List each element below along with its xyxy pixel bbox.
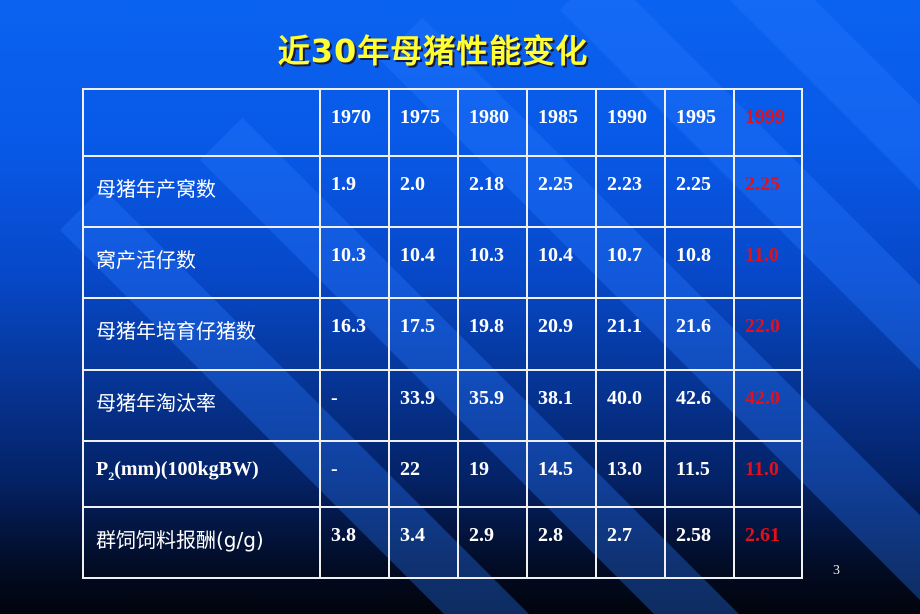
- table-cell: 38.1: [526, 369, 597, 442]
- table-row: 窝产活仔数 10.3 10.4 10.3 10.4 10.7 10.8 11.0: [82, 226, 803, 299]
- table-cell: 2.9: [457, 506, 528, 579]
- table-cell: 42.6: [664, 369, 735, 442]
- table-cell-highlight: 42.0: [733, 369, 803, 442]
- table-cell: 16.3: [319, 297, 390, 371]
- table-cell: 20.9: [526, 297, 597, 371]
- table-cell: 19.8: [457, 297, 528, 371]
- table-cell: 3.8: [319, 506, 390, 579]
- table-cell: -: [319, 369, 390, 442]
- table-cell: 2.8: [526, 506, 597, 579]
- table-row: 群饲饲料报酬(g/g) 3.8 3.4 2.9 2.8 2.7 2.58 2.6…: [82, 506, 803, 579]
- table-cell: 2.18: [457, 155, 528, 228]
- table-cell: 14.5: [526, 440, 597, 508]
- table-header-row: 1970 1975 1980 1985 1990 1995 1999: [82, 88, 803, 157]
- table-cell: -: [319, 440, 390, 508]
- table-cell: 10.3: [319, 226, 390, 299]
- header-cell-year: 1995: [664, 88, 735, 157]
- table-cell-highlight: 22.0: [733, 297, 803, 371]
- table-cell: 17.5: [388, 297, 459, 371]
- table-cell-highlight: 11.0: [733, 440, 803, 508]
- sow-performance-table: 1970 1975 1980 1985 1990 1995 1999 母猪年产窝…: [82, 88, 803, 579]
- table-cell-highlight: 2.25: [733, 155, 803, 228]
- table-cell: 10.7: [595, 226, 666, 299]
- header-cell-year-highlight: 1999: [733, 88, 803, 157]
- row-label: 母猪年培育仔猪数: [82, 297, 321, 371]
- table-cell: 21.1: [595, 297, 666, 371]
- table-cell: 33.9: [388, 369, 459, 442]
- row-label: 母猪年产窝数: [82, 155, 321, 228]
- row-label: P2(mm)(100kgBW): [82, 440, 321, 508]
- table-cell: 10.4: [526, 226, 597, 299]
- table-cell: 35.9: [457, 369, 528, 442]
- table-cell: 22: [388, 440, 459, 508]
- table-cell: 2.25: [664, 155, 735, 228]
- table-cell: 21.6: [664, 297, 735, 371]
- header-cell-year: 1970: [319, 88, 390, 157]
- table-cell: 19: [457, 440, 528, 508]
- header-cell-year: 1980: [457, 88, 528, 157]
- table-cell-highlight: 2.61: [733, 506, 803, 579]
- table-row: P2(mm)(100kgBW) - 22 19 14.5 13.0 11.5 1…: [82, 440, 803, 508]
- header-cell-year: 1990: [595, 88, 666, 157]
- table-cell: 3.4: [388, 506, 459, 579]
- table-cell: 10.3: [457, 226, 528, 299]
- table-row: 母猪年淘汰率 - 33.9 35.9 38.1 40.0 42.6 42.0: [82, 369, 803, 442]
- page-number: 3: [833, 563, 840, 578]
- table-cell: 2.25: [526, 155, 597, 228]
- table-row: 母猪年培育仔猪数 16.3 17.5 19.8 20.9 21.1 21.6 2…: [82, 297, 803, 371]
- table-cell: 2.58: [664, 506, 735, 579]
- table-cell: 2.7: [595, 506, 666, 579]
- table-cell: 10.8: [664, 226, 735, 299]
- header-cell-year: 1975: [388, 88, 459, 157]
- table-cell: 2.0: [388, 155, 459, 228]
- table-cell: 2.23: [595, 155, 666, 228]
- table-cell: 13.0: [595, 440, 666, 508]
- header-cell-empty: [82, 88, 321, 157]
- table-cell-highlight: 11.0: [733, 226, 803, 299]
- table-cell: 11.5: [664, 440, 735, 508]
- row-label: 群饲饲料报酬(g/g): [82, 506, 321, 579]
- slide-title: 近30年母猪性能变化: [277, 32, 589, 70]
- table-row: 母猪年产窝数 1.9 2.0 2.18 2.25 2.23 2.25 2.25: [82, 155, 803, 228]
- row-label: 窝产活仔数: [82, 226, 321, 299]
- header-cell-year: 1985: [526, 88, 597, 157]
- table-cell: 10.4: [388, 226, 459, 299]
- row-label: 母猪年淘汰率: [82, 369, 321, 442]
- table-cell: 40.0: [595, 369, 666, 442]
- table-cell: 1.9: [319, 155, 390, 228]
